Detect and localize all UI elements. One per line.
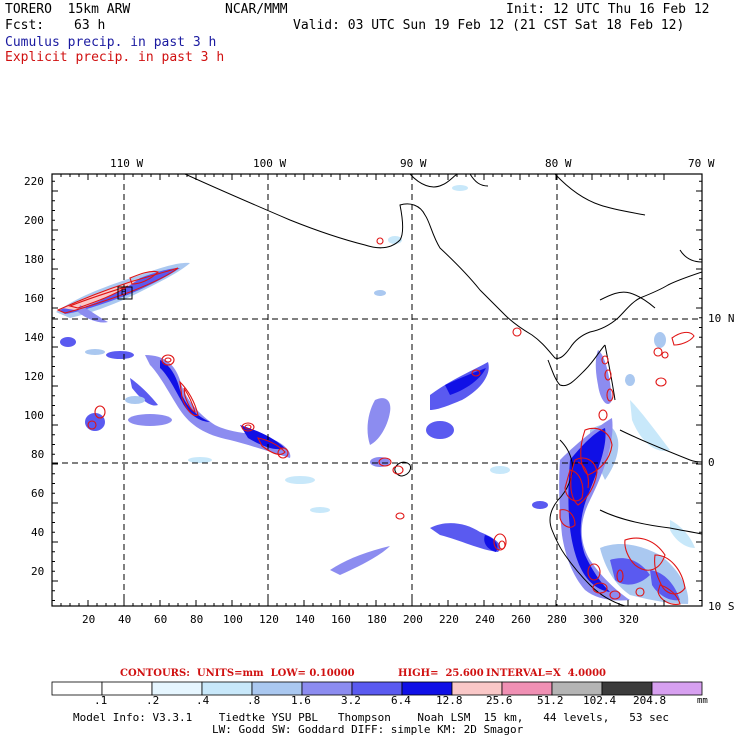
footer-physics-info: LW: Godd SW: Goddard DIFF: simple KM: 2D… bbox=[212, 723, 524, 736]
x-tick-label: 120 bbox=[259, 613, 279, 626]
x-tick-label: 280 bbox=[547, 613, 567, 626]
x-tick-label: 100 bbox=[223, 613, 243, 626]
explicit-contours bbox=[56, 237, 695, 605]
lat-label-10s: 10 S bbox=[708, 600, 735, 613]
colorbar-label: 25.6 bbox=[486, 694, 513, 707]
lat-label-10n: 10 N bbox=[708, 312, 735, 325]
lon-label-70w: 70 W bbox=[688, 157, 715, 170]
colorbar-unit: mm bbox=[697, 696, 708, 706]
y-tick-label: 60 bbox=[31, 487, 45, 500]
axis-ticks bbox=[51, 174, 702, 606]
colorbar-swatch bbox=[651, 681, 703, 696]
y-tick-label: 100 bbox=[24, 409, 44, 422]
lat-label-0: 0 bbox=[708, 456, 715, 469]
contour-interval: INTERVAL=X 4.0000 bbox=[486, 668, 606, 679]
colorbar-label: 51.2 bbox=[537, 694, 564, 707]
header-fcst-value: 63 h bbox=[74, 18, 106, 33]
x-tick-label: 40 bbox=[118, 613, 132, 626]
colorbar bbox=[51, 681, 703, 696]
x-tick-label: 160 bbox=[331, 613, 351, 626]
x-tick-label: 180 bbox=[367, 613, 387, 626]
high-marker-box bbox=[117, 286, 133, 300]
y-tick-label: 180 bbox=[24, 253, 44, 266]
colorbar-label: 6.4 bbox=[391, 694, 411, 707]
colorbar-swatch bbox=[101, 681, 153, 696]
header-valid: Valid: 03 UTC Sun 19 Feb 12 (21 CST Sat … bbox=[293, 18, 685, 33]
y-tick-label: 140 bbox=[24, 331, 44, 344]
colorbar-label: 3.2 bbox=[341, 694, 361, 707]
x-tick-label: 140 bbox=[295, 613, 315, 626]
y-tick-label: 220 bbox=[24, 175, 44, 188]
header-model: TORERO 15km ARW bbox=[5, 2, 131, 17]
contour-high: HIGH= 25.600 bbox=[398, 668, 484, 679]
y-tick-label: 20 bbox=[31, 565, 45, 578]
colorbar-swatch bbox=[201, 681, 253, 696]
high-marker-label: H bbox=[121, 288, 127, 298]
lon-label-110w: 110 W bbox=[110, 157, 144, 170]
colorbar-label: .8 bbox=[247, 694, 261, 707]
x-tick-label: 200 bbox=[403, 613, 423, 626]
lon-label-90w: 90 W bbox=[400, 157, 427, 170]
contour-units: CONTOURS: UNITS=mm LOW= 0.10000 bbox=[120, 668, 355, 679]
x-tick-label: 220 bbox=[439, 613, 459, 626]
lon-label-100w: 100 W bbox=[253, 157, 287, 170]
coastlines bbox=[184, 174, 702, 606]
y-tick-label: 40 bbox=[31, 526, 45, 539]
x-tick-label: 20 bbox=[82, 613, 96, 626]
colorbar-labels: .1 .2 .4 .8 1.6 3.2 6.4 12.8 25.6 51.2 1… bbox=[0, 695, 740, 709]
x-tick-label: 80 bbox=[190, 613, 204, 626]
colorbar-swatch bbox=[151, 681, 203, 696]
x-tick-label: 60 bbox=[154, 613, 168, 626]
header-init: Init: 12 UTC Thu 16 Feb 12 bbox=[506, 2, 710, 17]
colorbar-label: 204.8 bbox=[633, 694, 667, 707]
colorbar-label: 102.4 bbox=[583, 694, 617, 707]
y-tick-label: 120 bbox=[24, 370, 44, 383]
x-tick-label: 320 bbox=[619, 613, 639, 626]
header-center: NCAR/MMM bbox=[225, 2, 288, 17]
field-cumulus-label: Cumulus precip. in past 3 h bbox=[5, 35, 217, 50]
x-tick-label: 260 bbox=[511, 613, 531, 626]
colorbar-label: .4 bbox=[196, 694, 210, 707]
footer-model-info: Model Info: V3.3.1 Tiedtke YSU PBL Thomp… bbox=[73, 711, 670, 724]
colorbar-label: .1 bbox=[94, 694, 108, 707]
x-tick-label: 240 bbox=[475, 613, 495, 626]
header-fcst-label: Fcst: bbox=[5, 18, 45, 33]
y-tick-label: 200 bbox=[24, 214, 44, 227]
colorbar-label: 12.8 bbox=[436, 694, 463, 707]
colorbar-label: 1.6 bbox=[291, 694, 311, 707]
x-tick-label: 300 bbox=[583, 613, 603, 626]
lon-label-80w: 80 W bbox=[545, 157, 572, 170]
colorbar-label: .2 bbox=[146, 694, 160, 707]
field-explicit-label: Explicit precip. in past 3 h bbox=[5, 50, 225, 65]
y-tick-label: 80 bbox=[31, 448, 45, 461]
map-frame bbox=[51, 173, 703, 607]
y-tick-label: 160 bbox=[24, 292, 44, 305]
